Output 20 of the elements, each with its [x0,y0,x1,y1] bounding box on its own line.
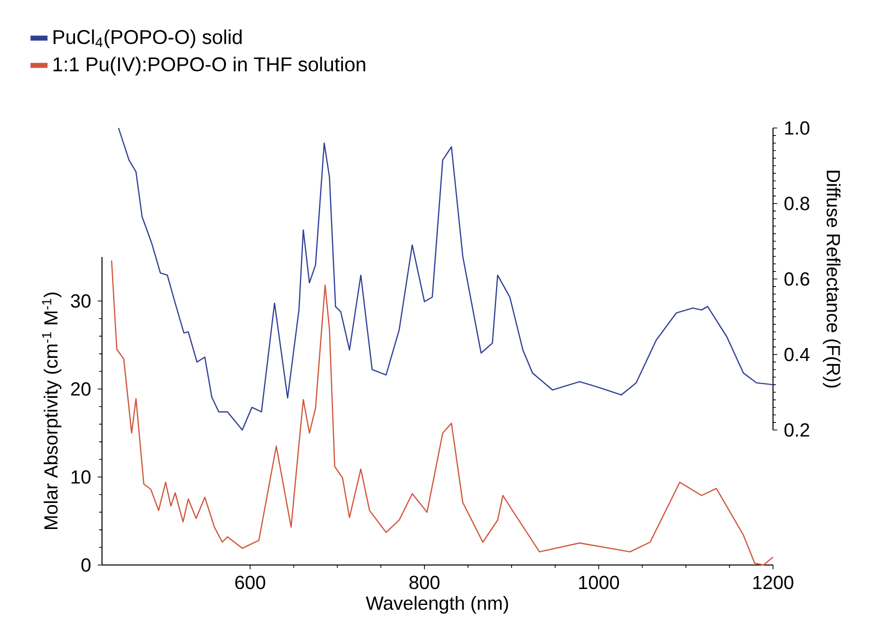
line-series [118,127,774,431]
line-series [110,260,774,566]
legend-label: PuCl$_{4}$(POPO-O) solid [54,30,242,48]
y2-axis-title: Diffuse Reflectance (F(R)) [822,170,841,388]
y-tick-label: 0 [81,558,90,572]
y-tick-label: 30 [70,294,90,308]
y2-tick-label: 0.2 [784,423,810,437]
y2-tick-label: 0.6 [784,272,810,286]
x-tick-label: 1200 [753,576,794,590]
y2-tick-label: 1.0 [785,121,810,135]
y2-tick-label: 0.8 [784,196,810,210]
y2-tick-label: 0.4 [784,348,810,362]
x-tick-label: 1000 [579,576,620,590]
legend-label: 1:1 Pu(IV):POPO-O in THF solution [54,56,366,76]
x-tick-label: 800 [409,576,440,590]
y-tick-label: 20 [71,382,90,396]
x-axis-title: Wavelength (nm) [366,596,508,614]
y-tick-label: 10 [72,470,90,484]
x-tick-label: 600 [235,576,266,590]
y-axis-title: Molar Absorptivity (cm$^{-1}$ M$^{-1}$) [42,292,62,530]
